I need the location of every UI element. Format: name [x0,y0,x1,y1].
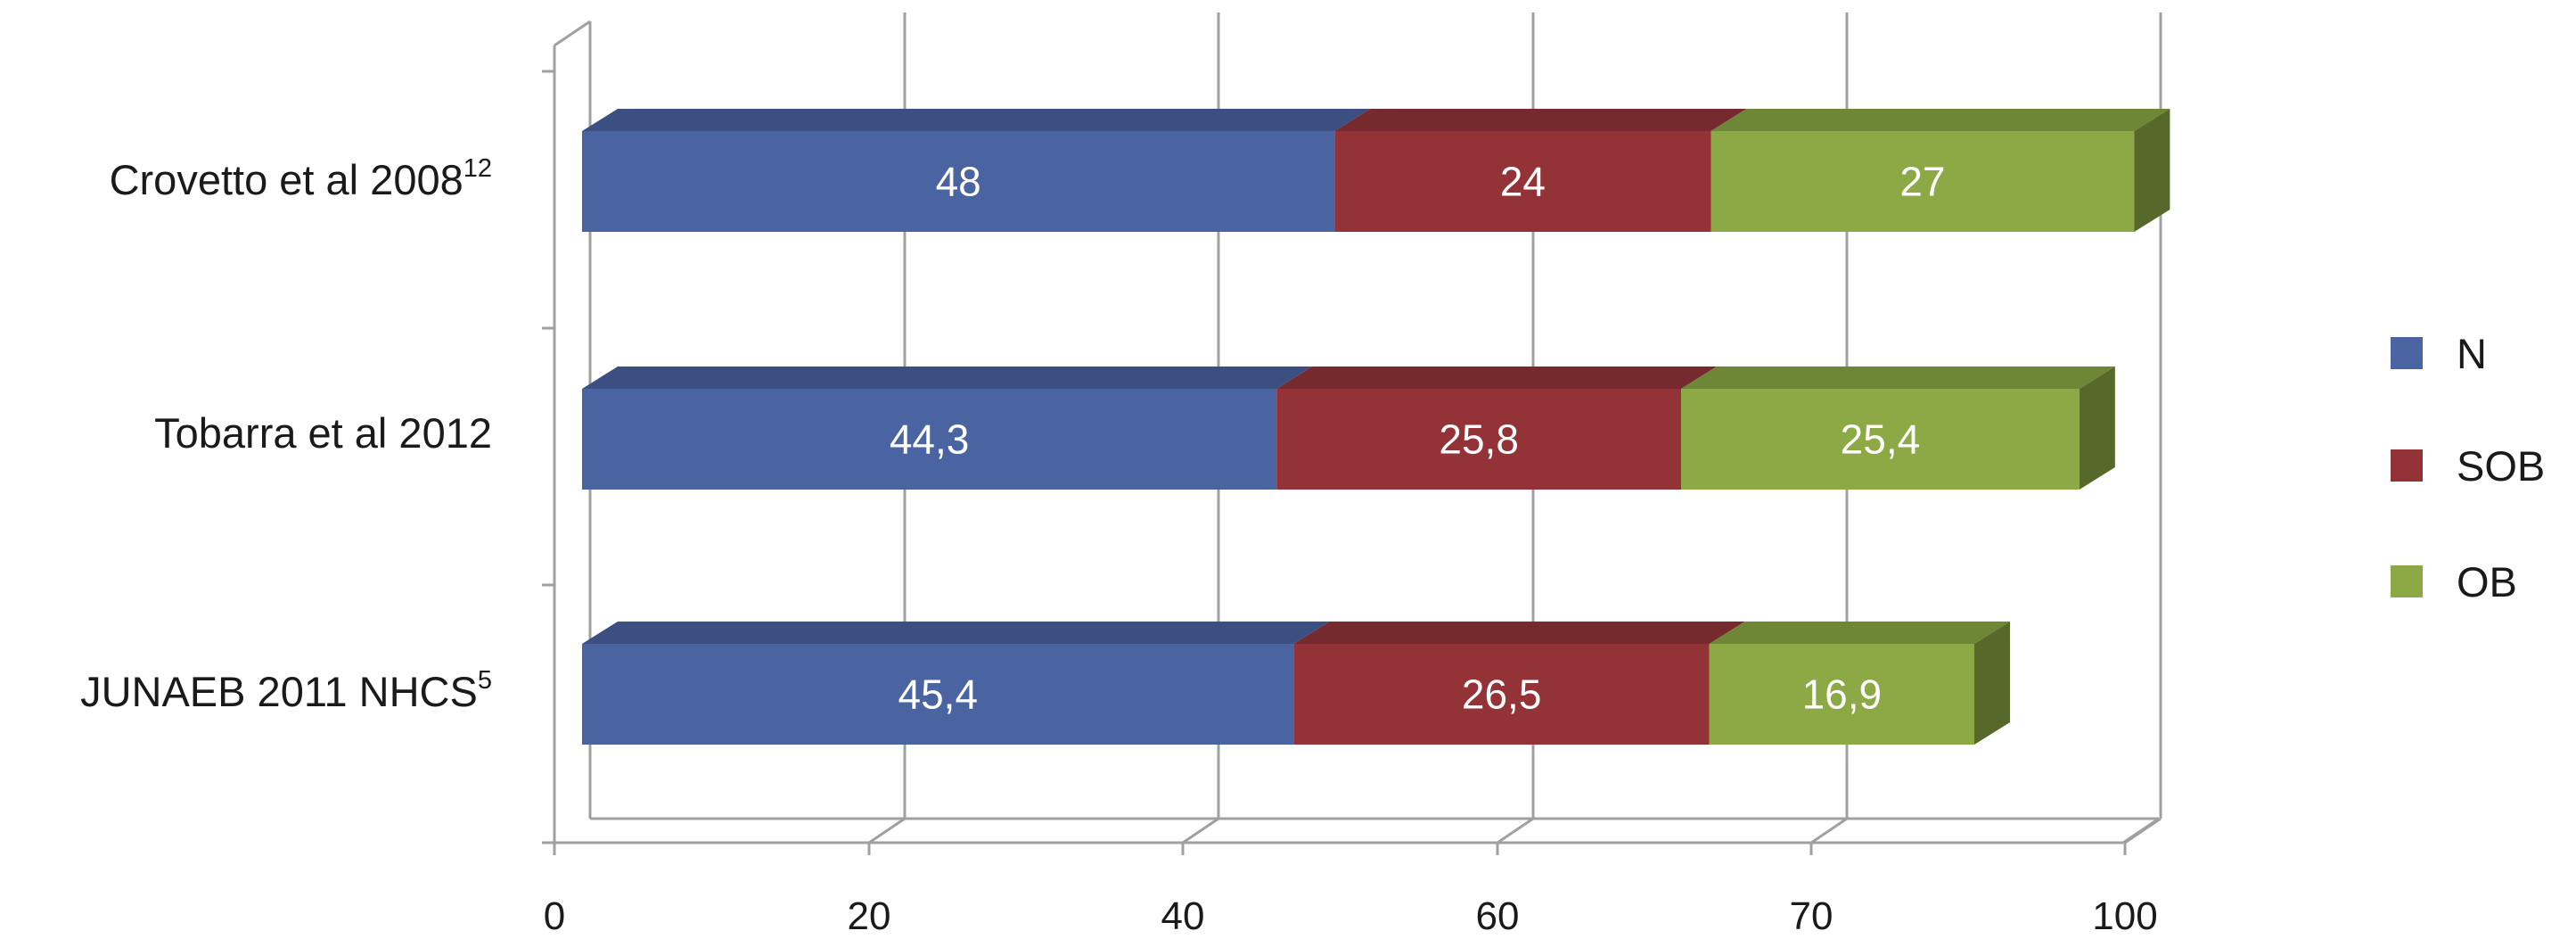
legend: N SOB OB [2391,330,2545,605]
bar-side-face [2079,367,2115,490]
category-label: Tobarra et al 2012 [154,409,492,457]
legend-label: SOB [2457,442,2545,490]
bar-value-label: 25,8 [1439,416,1519,463]
legend-swatch [2391,449,2423,482]
x-axis: 0 20 40 60 70 100 [544,841,2158,938]
bar-value-label: 16,9 [1802,671,1883,718]
bar-front-face [582,131,1335,232]
bar-segment-sob: 24 [1334,109,1747,232]
bar-front-face [1276,389,1682,490]
bar-segment-sob: 26,5 [1293,622,1745,745]
category-label-superscript: 12 [464,154,492,183]
floor-gridline [868,817,906,844]
bar-top-face [1709,622,2010,644]
bar-value-label: 26,5 [1462,671,1542,718]
bar-segment-n: 48 [582,109,1371,232]
category-label-text: Tobarra et al 2012 [154,409,492,457]
bar-value-label: 48 [936,159,981,205]
bar-value-label: 24 [1500,159,1546,205]
bar-front-face [582,389,1277,490]
bar-top-face [582,367,1313,389]
bar-value-label: 44,3 [890,416,970,463]
bar-top-face [1710,109,2170,131]
bar-front-face [1293,644,1710,745]
bar-top-face [1276,367,1718,389]
bar-segment-ob: 16,9 [1709,622,2010,745]
bar-top-face [1681,367,2115,389]
bar-front-face [1709,644,1974,745]
bar-value-label: 27 [1899,159,1945,205]
category-labels: Crovetto et al 200812 Tobarra et al 2012 J… [80,154,492,715]
bar-top-face [1334,109,1747,131]
legend-label: OB [2457,558,2517,605]
bar-front-face [1681,389,2080,490]
category-label-superscript: 5 [478,666,492,695]
legend-swatch [2391,337,2423,369]
x-tick-label: 70 [1790,894,1834,938]
legend-item-sob: SOB [2391,442,2545,490]
bar-segment-ob: 27 [1710,109,2170,232]
category-label-text: Crovetto et al 2008 [110,156,464,203]
bar-segment-n: 44,3 [582,367,1313,490]
bar-value-label: 45,4 [898,671,979,718]
bar-segment-n: 45,4 [582,622,1330,745]
legend-label: N [2457,330,2487,377]
bar-top-face [582,109,1371,131]
bar-side-face [2134,109,2170,232]
category-label-text: JUNAEB 2011 NHCS [80,668,478,715]
floor-gridline [1497,817,1534,844]
x-tick-label: 100 [2092,894,2157,938]
bar-front-face [582,644,1294,745]
bar-front-face [1334,131,1711,232]
floor-gridline [1182,817,1219,844]
bar-top-face [1293,622,1745,644]
bar-segment-sob: 25,8 [1276,367,1718,490]
category-label: JUNAEB 2011 NHCS5 [80,666,492,715]
bar-side-face [1973,622,2010,745]
legend-item-ob: OB [2391,558,2517,605]
category-label: Crovetto et al 200812 [110,154,492,203]
floor-gridline [2124,817,2162,844]
bar-top-face [582,622,1330,644]
bar-segment-ob: 25,4 [1681,367,2115,490]
x-tick-label: 40 [1161,894,1205,938]
bars: 48 24 27 44,3 25,8 25,4 45,4 26,5 16,9 [582,109,2170,745]
legend-item-n: N [2391,330,2487,377]
x-tick-label: 60 [1476,894,1520,938]
floor-gridline [1810,817,1848,844]
bar-value-label: 25,4 [1841,416,1921,463]
x-tick-label: 20 [848,894,891,938]
side-wall-top-edge [554,20,591,47]
legend-swatch [2391,565,2423,597]
bar-front-face [1710,131,2135,232]
x-tick-label: 0 [544,894,565,938]
